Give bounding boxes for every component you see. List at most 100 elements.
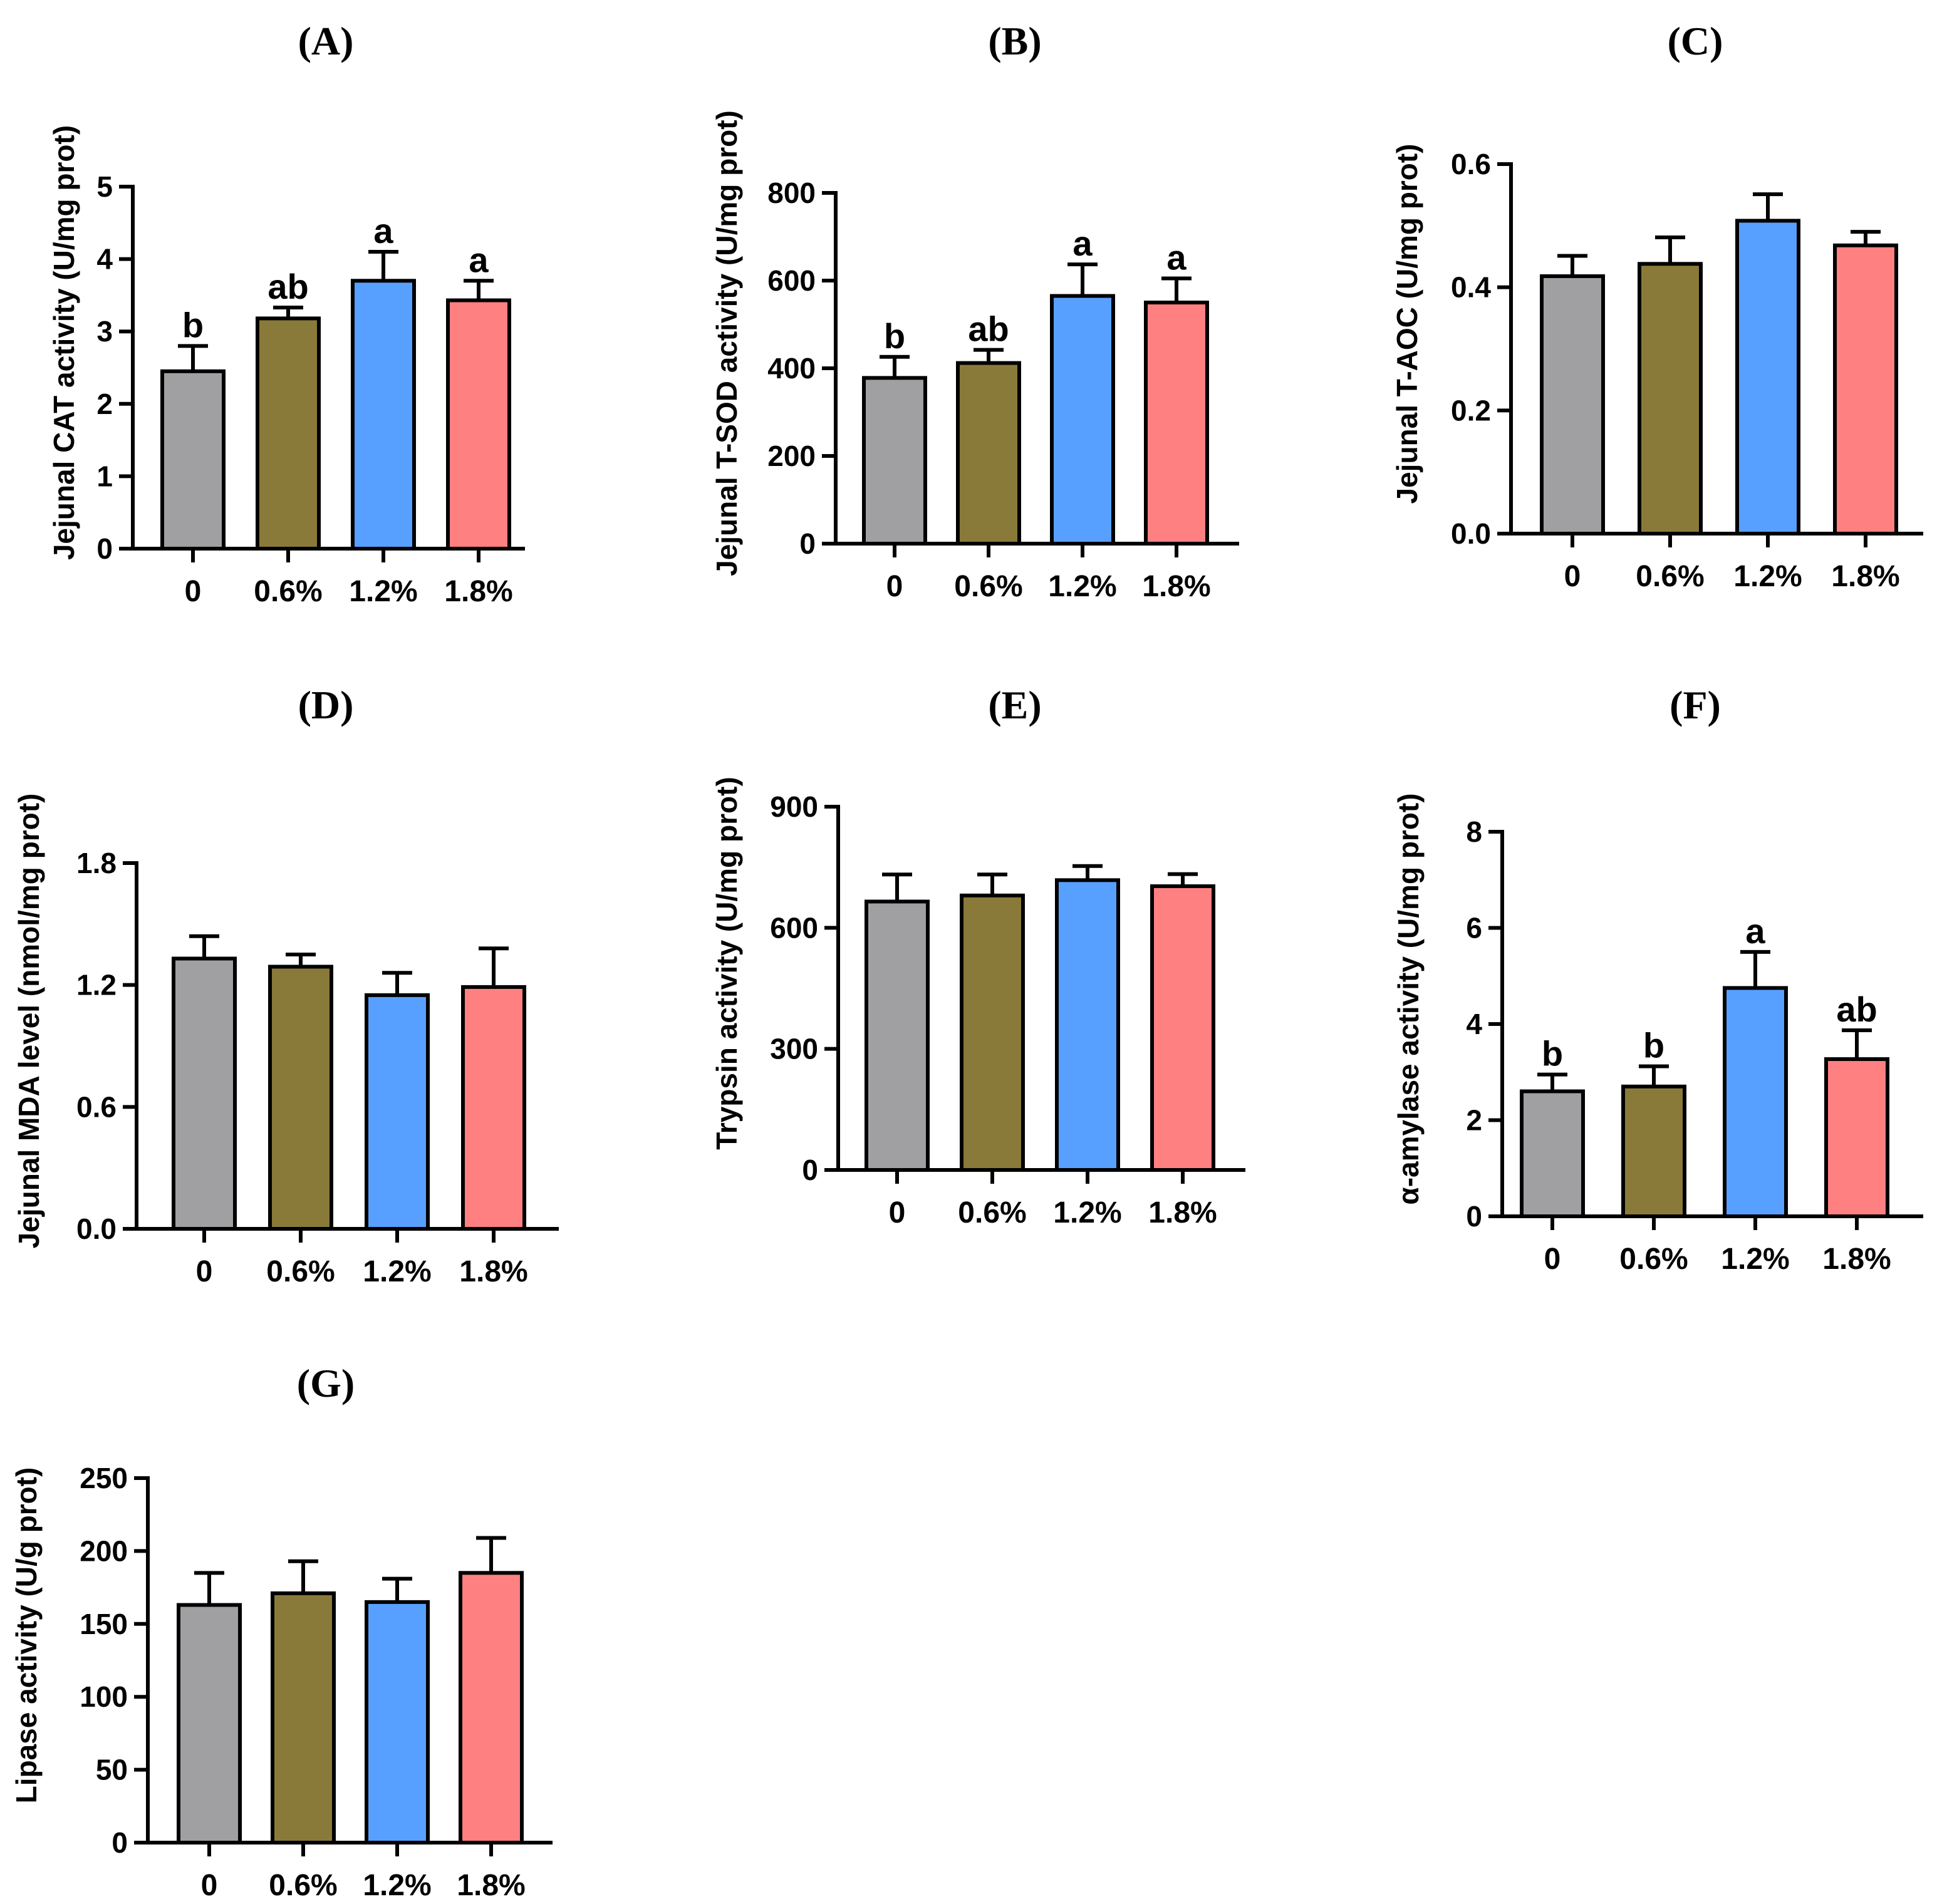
bar-0 [1520, 1089, 1585, 1218]
category-label-3: 1.8% [457, 1869, 525, 1902]
y-tick-label-4: 800 [767, 177, 816, 209]
panel-label: (E) [988, 683, 1041, 727]
error-bar-1 [288, 1559, 318, 1593]
bar-0 [1540, 274, 1605, 536]
category-label-2: 1.2% [1721, 1243, 1789, 1276]
bar-2 [1050, 294, 1115, 546]
error-bar-3 [479, 946, 509, 987]
error-bar-2 [382, 971, 412, 995]
category-label-3: 1.8% [1148, 1196, 1217, 1229]
bar-3 [461, 985, 526, 1231]
panel-label: (G) [297, 1361, 355, 1405]
panel-label: (F) [1670, 683, 1721, 727]
y-tick-label-0: 0.0 [76, 1213, 117, 1245]
y-axis-title: Jejunal MDA level (nmol/mg prot) [13, 794, 45, 1249]
error-bar-0 [194, 1571, 224, 1605]
category-label-1: 0.6% [1636, 560, 1704, 593]
bar-1 [956, 361, 1021, 546]
error-bar-0 [1557, 254, 1587, 276]
y-axis-title: Trypsin activity (U/mg prot) [710, 777, 743, 1150]
y-tick-label-3: 0.6 [1451, 148, 1491, 180]
y-tick-label-1: 2 [1466, 1104, 1482, 1137]
bar-1 [1638, 262, 1703, 536]
chart-panel-d: (D) Jejunal MDA level (nmol/mg prot) 0 0.6%… [13, 683, 559, 1288]
y-tick-label-3: 600 [767, 264, 816, 297]
bar-3 [459, 1571, 524, 1845]
chart-panel-g: (G) Lipase activity (U/g prot) 0 0.6% 1.2% 1.… [10, 1361, 553, 1902]
error-bar-3 [476, 1536, 506, 1573]
bar-2 [1055, 878, 1120, 1172]
bar-2 [351, 279, 416, 551]
error-bar-1 [1639, 1064, 1669, 1087]
category-label-2: 1.2% [1733, 560, 1802, 593]
error-bar-2 [1067, 262, 1098, 296]
bar-3 [1150, 884, 1215, 1172]
y-tick-label-3: 6 [1466, 912, 1482, 944]
bar-0 [862, 376, 927, 546]
significance-label-0: b [1542, 1034, 1563, 1074]
significance-label-3: ab [1836, 990, 1877, 1029]
bar-2 [1735, 219, 1800, 536]
y-tick-label-3: 900 [770, 790, 818, 823]
chart-panel-e: (E) Trypsin activity (U/mg prot) 0 0.6% 1.2%… [710, 683, 1245, 1229]
significance-label-2: a [1072, 224, 1093, 263]
bar-1 [256, 316, 321, 551]
significance-label-2: a [1745, 911, 1765, 951]
category-label-1: 0.6% [954, 570, 1022, 603]
y-tick-label-1: 1 [96, 460, 113, 492]
error-bar-1 [974, 348, 1004, 363]
bar-2 [1723, 986, 1788, 1218]
y-axis-title: Jejunal CAT activity (U/mg prot) [48, 125, 80, 560]
chart-panel-b: (B) Jejunal T-SOD activity (U/mg prot) b 0 a… [710, 19, 1239, 603]
error-bar-2 [1740, 949, 1770, 988]
category-label-1: 0.6% [1619, 1243, 1688, 1276]
category-label-0: 0 [889, 1196, 906, 1229]
significance-label-3: a [1166, 238, 1187, 277]
error-bar-1 [286, 953, 316, 967]
y-tick-label-2: 100 [80, 1680, 128, 1713]
y-tick-label-1: 300 [770, 1033, 818, 1065]
y-tick-label-2: 600 [770, 911, 818, 944]
bar-3 [1144, 301, 1209, 546]
bar-0 [865, 899, 930, 1172]
y-tick-label-2: 2 [96, 388, 113, 420]
chart-panel-a: (A) Jejunal CAT activity (U/mg prot) b 0 ab 0… [48, 19, 525, 608]
y-axis-title: Jejunal T-AOC (U/mg prot) [1391, 144, 1423, 504]
error-bar-3 [1168, 872, 1198, 886]
category-label-1: 0.6% [266, 1255, 335, 1288]
category-label-1: 0.6% [254, 575, 322, 608]
panel-label: (B) [988, 19, 1041, 63]
y-tick-label-1: 200 [767, 440, 816, 472]
bar-1 [1621, 1084, 1686, 1219]
significance-label-1: ab [968, 309, 1009, 349]
category-label-2: 1.2% [1048, 570, 1116, 603]
category-label-3: 1.8% [1831, 560, 1899, 593]
error-bar-1 [1655, 235, 1685, 264]
chart-panel-f: (F) α-amylase activity (U/mg prot) b 0 b 0.6%… [1392, 683, 1923, 1276]
category-label-3: 1.8% [444, 575, 512, 608]
y-tick-label-2: 4 [1466, 1008, 1482, 1040]
category-label-3: 1.8% [1822, 1243, 1891, 1276]
category-label-2: 1.2% [363, 1255, 431, 1288]
category-label-1: 0.6% [269, 1869, 337, 1902]
category-label-0: 0 [1544, 1243, 1561, 1276]
error-bar-3 [464, 279, 494, 301]
y-tick-label-1: 0.6 [76, 1090, 117, 1123]
bar-1 [960, 893, 1025, 1172]
bar-1 [271, 1591, 336, 1845]
error-bar-1 [273, 306, 303, 319]
y-tick-label-0: 0 [112, 1826, 128, 1859]
significance-label-1: b [1643, 1026, 1664, 1065]
panel-label: (A) [298, 19, 354, 63]
category-label-0: 0 [886, 570, 903, 603]
bar-3 [1833, 243, 1898, 536]
panel-label: (C) [1668, 19, 1723, 63]
y-tick-label-5: 250 [80, 1462, 128, 1494]
bar-2 [365, 993, 430, 1231]
y-tick-label-4: 4 [96, 243, 113, 276]
significance-label-3: a [469, 240, 489, 279]
y-tick-label-3: 1.8 [76, 847, 117, 879]
y-tick-label-0: 0 [1466, 1200, 1482, 1233]
category-label-2: 1.2% [363, 1869, 431, 1902]
